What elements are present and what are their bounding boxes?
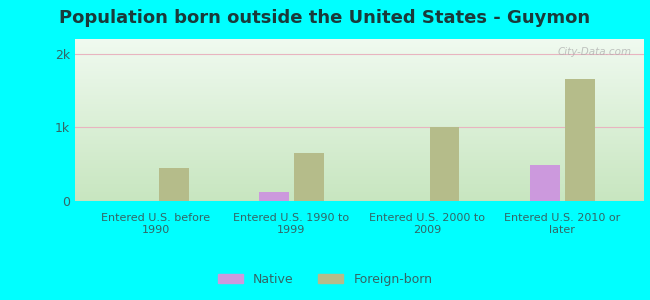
Text: City-Data.com: City-Data.com [558, 47, 632, 57]
Bar [159, 168, 188, 201]
Bar [294, 153, 324, 201]
Bar [430, 128, 460, 201]
Text: Entered U.S. 1990 to
1999: Entered U.S. 1990 to 1999 [233, 213, 350, 235]
Bar [530, 165, 560, 201]
Legend: Native, Foreign-born: Native, Foreign-born [213, 268, 437, 291]
Text: Entered U.S. 2010 or
later: Entered U.S. 2010 or later [504, 213, 620, 235]
Text: Entered U.S. before
1990: Entered U.S. before 1990 [101, 213, 211, 235]
Bar [565, 80, 595, 201]
Text: Entered U.S. 2000 to
2009: Entered U.S. 2000 to 2009 [369, 213, 485, 235]
Bar [259, 192, 289, 201]
Text: Population born outside the United States - Guymon: Population born outside the United State… [59, 9, 591, 27]
